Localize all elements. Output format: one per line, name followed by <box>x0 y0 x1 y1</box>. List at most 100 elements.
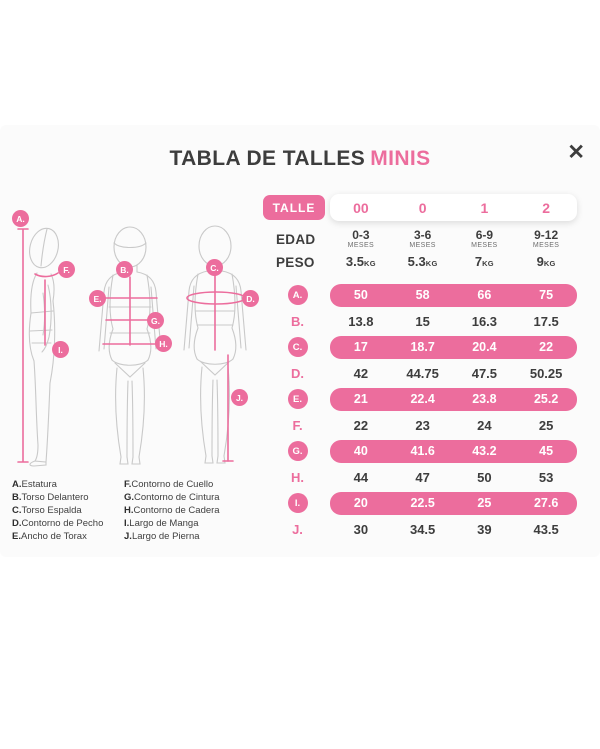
row-values: 13.8 15 16.3 17.5 <box>330 310 577 333</box>
diagram-label-i: I. <box>52 341 69 358</box>
edad-label: EDAD <box>276 232 316 247</box>
legend-column-2: F.Contorno de Cuello G.Contorno de Cintu… <box>124 478 220 543</box>
cell-value: 43.5 <box>533 521 559 537</box>
diagram-label-a: A. <box>12 210 29 227</box>
cell-value: 24 <box>477 417 492 433</box>
legend-item: E.Ancho de Torax <box>12 530 124 543</box>
title-main: TABLA DE TALLES <box>169 147 366 170</box>
row-letter-badge: H. <box>265 470 330 485</box>
table-row: E. 21 22.4 23.8 25.2 <box>265 386 577 412</box>
cell-value: 25 <box>477 496 492 510</box>
cell-value: 45 <box>539 444 554 458</box>
legend-text: Largo de Pierna <box>131 531 200 542</box>
cell-value: 39 <box>477 521 492 537</box>
legend-item: A.Estatura <box>12 478 124 491</box>
legend-text: Contorno de Cuello <box>131 479 214 490</box>
edad-cell: 0-3 MESES <box>330 229 392 250</box>
diagram-label-f: F. <box>58 261 75 278</box>
legend-letter: J. <box>124 531 132 542</box>
cell-value: 50.25 <box>529 365 563 381</box>
edad-unit: MESES <box>471 242 498 249</box>
measurement-legend: A.Estatura B.Torso Delantero C.Torso Esp… <box>12 478 220 543</box>
legend-text: Contorno de Cadera <box>133 505 220 516</box>
cell-value: 41.6 <box>410 444 435 458</box>
measurement-lines <box>17 228 246 463</box>
legend-letter: I. <box>124 518 130 529</box>
legend-item: C.Torso Espalda <box>12 504 124 517</box>
diagram-label-g: G. <box>147 312 164 329</box>
row-values: 17 18.7 20.4 22 <box>330 335 577 359</box>
legend-text: Contorno de Pecho <box>21 518 104 529</box>
row-letter-badge: G. <box>265 441 330 461</box>
legend-letter: A. <box>12 479 22 490</box>
legend-column-1: A.Estatura B.Torso Delantero C.Torso Esp… <box>12 478 124 543</box>
cell-value: 23 <box>415 417 430 433</box>
legend-text: Estatura <box>21 479 57 490</box>
row-letter: E. <box>287 389 308 409</box>
diagram-label-j: J. <box>231 389 248 406</box>
talle-header-badge: TALLE <box>263 195 325 220</box>
diagram-label-e: E. <box>89 290 106 307</box>
cell-value: 21 <box>353 392 368 406</box>
legend-letter: F. <box>124 479 132 490</box>
peso-value: 5.3 <box>407 254 426 269</box>
row-values: 22 23 24 25 <box>330 414 577 437</box>
peso-cell: 9KG <box>515 254 577 269</box>
row-letter-badge: J. <box>265 522 330 537</box>
size-col: 1 <box>480 199 489 216</box>
figures-illustration <box>17 225 247 467</box>
row-letter-badge: I. <box>265 493 330 513</box>
size-col: 0 <box>418 199 427 216</box>
row-letter: D. <box>291 365 304 381</box>
legend-item: J.Largo de Pierna <box>124 530 220 543</box>
cell-value: 75 <box>539 288 554 302</box>
cell-value: 22.4 <box>410 392 435 406</box>
title-accent: MINIS <box>370 147 431 170</box>
peso-unit: KG <box>425 259 438 268</box>
cell-value: 47.5 <box>471 365 498 381</box>
legend-item: D.Contorno de Pecho <box>12 517 124 530</box>
row-letter-badge: B. <box>265 314 330 329</box>
row-letter-badge: A. <box>265 285 330 305</box>
cell-value: 18.7 <box>410 340 435 354</box>
legend-letter: B. <box>12 492 22 503</box>
diagram-label-c: C. <box>206 259 223 276</box>
legend-item: B.Torso Delantero <box>12 491 124 504</box>
peso-value: 7 <box>474 254 483 269</box>
row-letter-badge: F. <box>265 418 330 433</box>
table-row: F. 22 23 24 25 <box>265 412 577 438</box>
row-letter: C. <box>287 337 308 357</box>
cell-value: 22.5 <box>410 496 435 510</box>
cell-value: 25 <box>538 417 554 433</box>
row-letter: F. <box>292 417 303 433</box>
row-letter: J. <box>292 521 303 537</box>
cell-value: 34.5 <box>409 521 436 537</box>
measurement-table: A. 50 58 66 75 B. 13.8 15 16.3 17.5 C. 17 18.7 2… <box>265 282 577 542</box>
cell-value: 53 <box>538 469 554 485</box>
edad-range: 6-9 <box>475 228 494 242</box>
edad-range: 9-12 <box>534 228 559 242</box>
legend-item: F.Contorno de Cuello <box>124 478 220 491</box>
row-letter: I. <box>287 493 308 513</box>
row-values: 21 22.4 23.8 25.2 <box>330 387 577 411</box>
size-col: 00 <box>353 199 369 216</box>
diagram-label-b: B. <box>116 261 133 278</box>
cell-value: 30 <box>353 521 369 537</box>
cell-value: 17 <box>353 340 368 354</box>
legend-letter: D. <box>12 518 22 529</box>
peso-value: 9 <box>536 254 544 269</box>
row-values: 40 41.6 43.2 45 <box>330 439 577 463</box>
table-row: A. 50 58 66 75 <box>265 282 577 308</box>
row-values: 50 58 66 75 <box>330 283 577 307</box>
close-icon[interactable]: ✕ <box>567 141 585 164</box>
size-columns-header: 00 0 1 2 <box>330 194 577 221</box>
cell-value: 66 <box>477 288 492 302</box>
legend-letter: E. <box>12 531 21 542</box>
row-letter-badge: E. <box>265 389 330 409</box>
cell-value: 20.4 <box>472 340 497 354</box>
peso-cell: 5.3KG <box>392 254 454 269</box>
cell-value: 13.8 <box>348 313 374 329</box>
edad-cell: 9-12 MESES <box>515 229 577 250</box>
cell-value: 42 <box>353 365 369 381</box>
row-letter: H. <box>291 469 304 485</box>
